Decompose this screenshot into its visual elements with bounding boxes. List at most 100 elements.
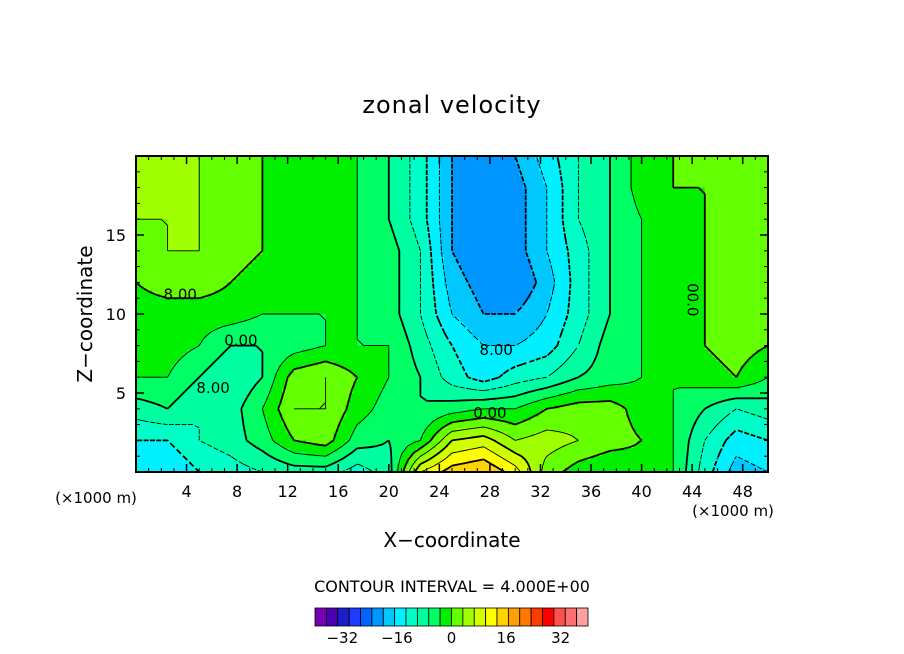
field-cell	[689, 215, 694, 220]
field-cell	[629, 163, 635, 169]
field-cell	[218, 223, 224, 228]
field-cell	[728, 238, 734, 244]
field-cell	[578, 235, 583, 240]
field-cell	[195, 156, 200, 161]
field-cell	[274, 199, 279, 204]
field-cell	[606, 159, 611, 165]
field-cell	[562, 163, 568, 169]
field-cell	[215, 163, 220, 169]
field-cell	[159, 175, 165, 181]
field-cell	[424, 235, 429, 240]
field-cell	[586, 211, 591, 216]
field-cell	[452, 250, 457, 256]
field-cell	[578, 242, 583, 248]
field-cell	[424, 227, 429, 232]
field-cell	[744, 156, 749, 161]
field-cell	[167, 262, 173, 268]
field-cell	[467, 250, 473, 256]
field-cell	[594, 163, 599, 169]
field-cell	[459, 219, 465, 224]
field-cell	[463, 199, 469, 204]
field-cell	[534, 211, 540, 216]
field-cell	[357, 199, 362, 204]
field-cell	[696, 254, 702, 260]
field-cell	[420, 227, 425, 232]
field-cell	[420, 191, 425, 197]
field-cell	[171, 159, 177, 165]
field-cell	[471, 223, 477, 228]
field-cell	[617, 167, 623, 173]
field-cell	[503, 274, 508, 280]
field-cell	[155, 270, 161, 276]
field-cell	[669, 235, 674, 240]
field-cell	[278, 183, 283, 189]
field-cell	[297, 258, 303, 264]
field-cell	[139, 215, 145, 220]
field-cell	[400, 219, 406, 224]
field-cell	[171, 238, 177, 244]
field-cell	[329, 262, 335, 268]
field-cell	[297, 254, 303, 260]
field-cell	[258, 235, 263, 240]
field-cell	[531, 242, 536, 248]
field-cell	[633, 191, 639, 197]
field-cell	[384, 223, 390, 228]
field-cell	[290, 163, 295, 169]
field-cell	[463, 242, 469, 248]
field-cell	[416, 163, 421, 169]
field-cell	[147, 231, 153, 236]
field-cell	[274, 219, 279, 224]
field-cell	[503, 223, 508, 228]
field-cell	[226, 159, 232, 165]
field-cell	[621, 175, 627, 181]
field-cell	[519, 207, 524, 212]
field-cell	[689, 270, 694, 276]
field-cell	[681, 187, 686, 193]
field-cell	[333, 250, 339, 256]
field-cell	[629, 179, 635, 185]
field-cell	[420, 207, 425, 212]
field-cell	[215, 175, 220, 181]
field-cell	[155, 235, 161, 240]
field-cell	[416, 183, 421, 189]
field-cell	[463, 219, 469, 224]
field-cell	[376, 270, 382, 276]
field-cell	[550, 199, 556, 204]
field-cell	[444, 227, 449, 232]
field-cell	[728, 195, 734, 201]
field-cell	[602, 171, 607, 177]
field-cell	[333, 203, 339, 208]
field-cell	[147, 262, 153, 268]
field-cell	[708, 199, 714, 204]
field-cell	[432, 156, 437, 161]
field-cell	[191, 175, 196, 181]
field-cell	[756, 223, 761, 228]
field-cell	[226, 175, 232, 181]
field-cell	[491, 191, 497, 197]
field-cell	[341, 223, 346, 228]
field-cell	[689, 262, 694, 268]
field-cell	[459, 195, 465, 201]
field-cell	[333, 254, 339, 260]
field-cell	[574, 215, 579, 220]
field-cell	[590, 179, 595, 185]
field-cell	[554, 207, 560, 212]
field-cell	[139, 270, 145, 276]
field-cell	[748, 215, 753, 220]
field-cell	[309, 215, 315, 220]
field-cell	[159, 207, 165, 212]
field-cell	[226, 242, 232, 248]
field-cell	[519, 266, 524, 272]
field-cell	[471, 250, 477, 256]
field-cell	[420, 183, 425, 189]
field-cell	[519, 250, 524, 256]
field-cell	[696, 159, 702, 165]
field-cell	[230, 215, 236, 220]
field-cell	[238, 274, 244, 280]
field-cell	[250, 278, 256, 283]
field-cell	[365, 203, 370, 208]
field-cell	[183, 278, 188, 283]
field-cell	[610, 227, 615, 232]
field-cell	[262, 227, 267, 232]
field-cell	[313, 191, 319, 197]
